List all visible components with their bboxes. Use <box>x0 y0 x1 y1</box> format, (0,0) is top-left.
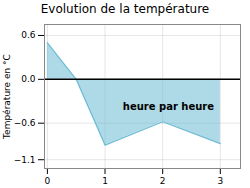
html-text:Evolution de la température: Evolution de la température <box>40 2 210 16</box>
svg-text:1: 1 <box>102 176 108 186</box>
svg-text:0: 0 <box>45 176 51 186</box>
svg-text:−0.6: −0.6 <box>14 118 36 128</box>
svg-text:−1.1: −1.1 <box>14 155 36 165</box>
svg-text:0.0: 0.0 <box>21 74 36 84</box>
svg-text:heure par heure: heure par heure <box>123 101 214 112</box>
svg-text:3: 3 <box>217 176 223 186</box>
svg-text:2: 2 <box>160 176 166 186</box>
svg-text:0.6: 0.6 <box>21 30 36 40</box>
svg-text:Température en °C: Température en °C <box>2 54 12 140</box>
